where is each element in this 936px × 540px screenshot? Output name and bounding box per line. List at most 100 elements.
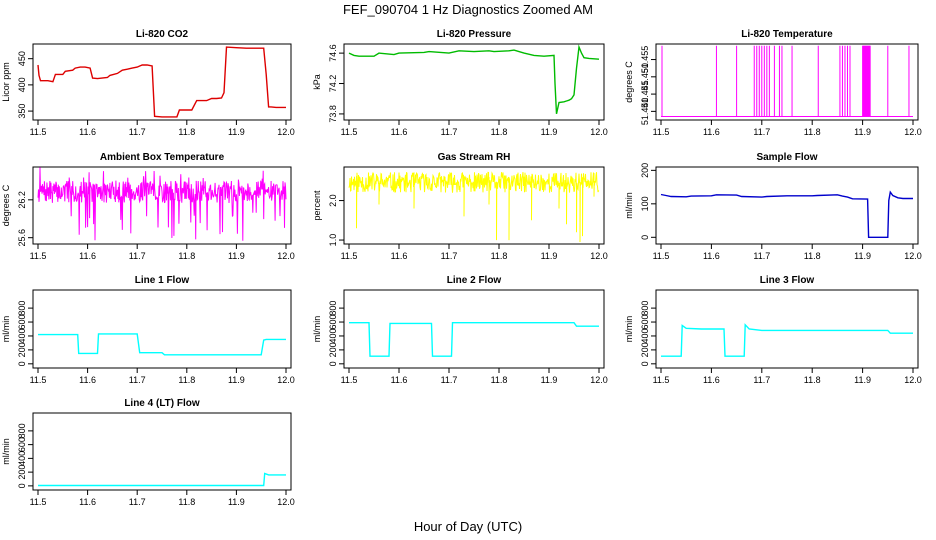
x-tick-label: 11.5 [653,127,670,137]
y-tick-label: 800 [640,301,650,316]
panel-title: Li-820 CO2 [136,29,189,40]
panel-title: Li-820 Temperature [741,29,833,40]
panel-2: Li-820 Pressure 11.5 11.6 11.7 11.8 11.9 12.0 7… [312,29,608,137]
x-tick-label: 12.0 [590,375,608,385]
y-tick-label: 200 [17,342,27,357]
y-tick-label: 51.440 [640,98,650,126]
x-tick-label: 11.6 [703,251,720,261]
y-axis-label: percent [312,190,322,221]
y-axis-label: Licor ppm [1,62,11,102]
x-tick-label: 12.0 [590,127,608,137]
y-tick-label: 400 [17,328,27,343]
x-tick-label: 11.8 [804,251,821,261]
y-tick-label: 600 [17,315,27,330]
x-tick-label: 11.7 [441,251,458,261]
x-tick-label: 11.7 [753,375,770,385]
y-tick-label: 200 [328,342,338,357]
x-tick-label: 11.5 [30,127,47,137]
x-tick-label: 11.9 [541,251,558,261]
panel-1: Li-820 CO2 11.5 11.6 11.7 11.8 11.9 12.0 350 400… [1,29,295,137]
y-tick-label: 0 [17,361,27,366]
series-line [349,322,599,357]
panel-title: Line 2 Flow [447,275,502,286]
x-tick-label: 11.6 [703,375,720,385]
x-tick-label: 11.6 [79,375,96,385]
x-tick-label: 12.0 [277,375,295,385]
y-tick-label: 350 [17,104,27,119]
x-tick-label: 11.7 [441,127,458,137]
series-line [37,167,287,241]
plot-frame [655,43,919,121]
panel-title: Line 4 (LT) Flow [124,398,200,409]
y-axis-label: kPa [312,74,322,90]
y-tick-label: 1.0 [328,234,338,247]
y-axis-label: degrees C [1,184,11,226]
x-tick-label: 11.8 [491,127,508,137]
y-tick-label: 26.2 [17,191,27,209]
y-tick-label: 800 [17,423,27,438]
y-tick-label: 25.6 [17,229,27,247]
series-line [661,323,913,357]
x-tick-label: 11.6 [391,127,408,137]
x-tick-label: 11.8 [491,375,508,385]
panel-title: Li-820 Pressure [437,29,512,40]
x-tick-label: 12.0 [904,127,922,137]
plot-frame [343,166,605,245]
plot-frame [32,289,292,369]
y-axis-label: ml/min [1,438,11,465]
y-tick-label: 800 [328,301,338,316]
y-tick-label: 200 [640,342,650,357]
y-tick-label: 600 [640,315,650,330]
panel-title: Ambient Box Temperature [100,152,225,163]
panel-4: Ambient Box Temperature 11.5 11.6 11.7 11.8 1… [1,152,295,261]
x-tick-label: 11.9 [854,251,871,261]
panel-title: Line 1 Flow [135,275,190,286]
y-tick-label: 74.2 [328,75,338,93]
x-tick-label: 11.9 [541,375,558,385]
y-tick-label: 100 [640,196,650,211]
figure-xlabel: Hour of Day (UTC) [414,519,522,534]
y-tick-label: 400 [328,328,338,343]
y-axis-label: degrees C [624,61,634,103]
series-line [37,46,286,118]
panel-8: Line 2 Flow 11.5 11.6 11.7 11.8 11.9 12.0 0 2004… [312,275,608,385]
y-tick-label: 0 [17,483,27,488]
x-tick-label: 11.8 [178,127,195,137]
x-tick-label: 11.6 [391,251,408,261]
x-tick-label: 11.9 [228,251,245,261]
y-tick-label: 51.450 [640,63,650,91]
plot-frame [655,289,919,369]
y-tick-label: 51.445 [640,80,650,108]
y-tick-label: 200 [17,465,27,480]
y-tick-label: 200 [640,163,650,178]
y-axis-label: ml/min [624,316,634,343]
series-line [38,472,286,487]
x-tick-label: 11.9 [854,375,871,385]
x-tick-label: 11.7 [129,127,146,137]
figure-title: FEF_090704 1 Hz Diagnostics Zoomed AM [343,2,593,17]
x-tick-label: 12.0 [277,497,295,507]
panel-5: Gas Stream RH 11.5 11.6 11.7 11.8 11.9 12.0 1.0… [312,152,608,261]
plot-frame [32,166,292,245]
x-tick-label: 11.8 [804,127,821,137]
x-tick-label: 11.9 [228,497,245,507]
x-tick-label: 11.7 [753,127,770,137]
x-tick-label: 11.8 [178,251,195,261]
y-tick-label: 0 [328,361,338,366]
x-tick-label: 11.5 [341,251,358,261]
x-tick-label: 12.0 [904,375,922,385]
panel-10: Line 4 (LT) Flow 11.5 11.6 11.7 11.8 11.9 12.0… [1,398,295,507]
panel-6: Sample Flow 11.5 11.6 11.7 11.8 11.9 12.0 0 100 2… [624,152,922,261]
y-axis-label: ml/min [312,316,322,343]
series-line [348,44,600,115]
x-tick-label: 11.6 [79,127,96,137]
y-tick-label: 400 [17,451,27,466]
series-line [38,333,286,356]
plot-frame [32,412,292,491]
y-tick-label: 51.455 [640,46,650,74]
plot-frame [655,166,919,245]
y-tick-label: 400 [640,328,650,343]
y-tick-label: 74.6 [328,44,338,62]
plot-frame [343,43,605,121]
